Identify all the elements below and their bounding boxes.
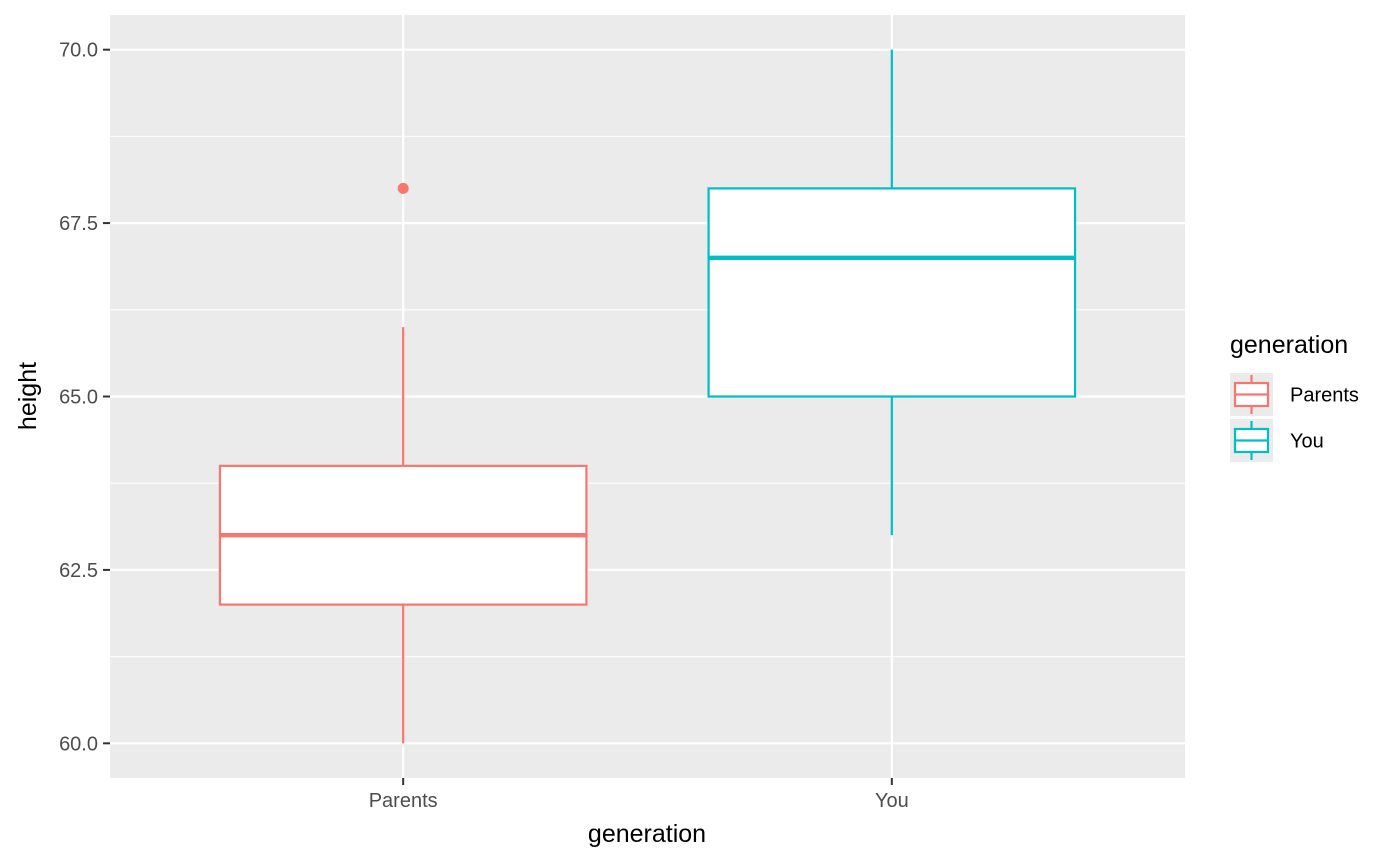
y-axis: 60.0 62.5 65.0 67.5 70.0: [59, 40, 110, 755]
y-axis-title: height: [14, 362, 42, 430]
legend-title: generation: [1230, 331, 1348, 359]
box-you: [707, 49, 1077, 536]
box-parents: [218, 182, 588, 744]
y-tick-label: 65.0: [59, 387, 98, 409]
y-tick-label: 62.5: [59, 560, 98, 582]
legend-label: You: [1290, 431, 1324, 453]
x-tick-label: You: [875, 790, 909, 812]
y-tick-label: 67.5: [59, 213, 98, 235]
x-tick-label: Parents: [369, 790, 438, 812]
x-axis: Parents You: [369, 778, 909, 812]
boxes: [218, 49, 1077, 744]
legend: generation Parents You: [1230, 331, 1359, 462]
box-iqr: [707, 187, 1077, 398]
legend-key-parents: Parents: [1230, 373, 1359, 416]
legend-key-you: You: [1230, 419, 1324, 462]
outlier-point: [397, 182, 409, 194]
y-tick-label: 60.0: [59, 733, 98, 755]
legend-keys: Parents You: [1230, 373, 1359, 462]
y-tick-label: 70.0: [59, 40, 98, 62]
legend-label: Parents: [1290, 385, 1359, 407]
x-axis-title: generation: [588, 820, 706, 848]
